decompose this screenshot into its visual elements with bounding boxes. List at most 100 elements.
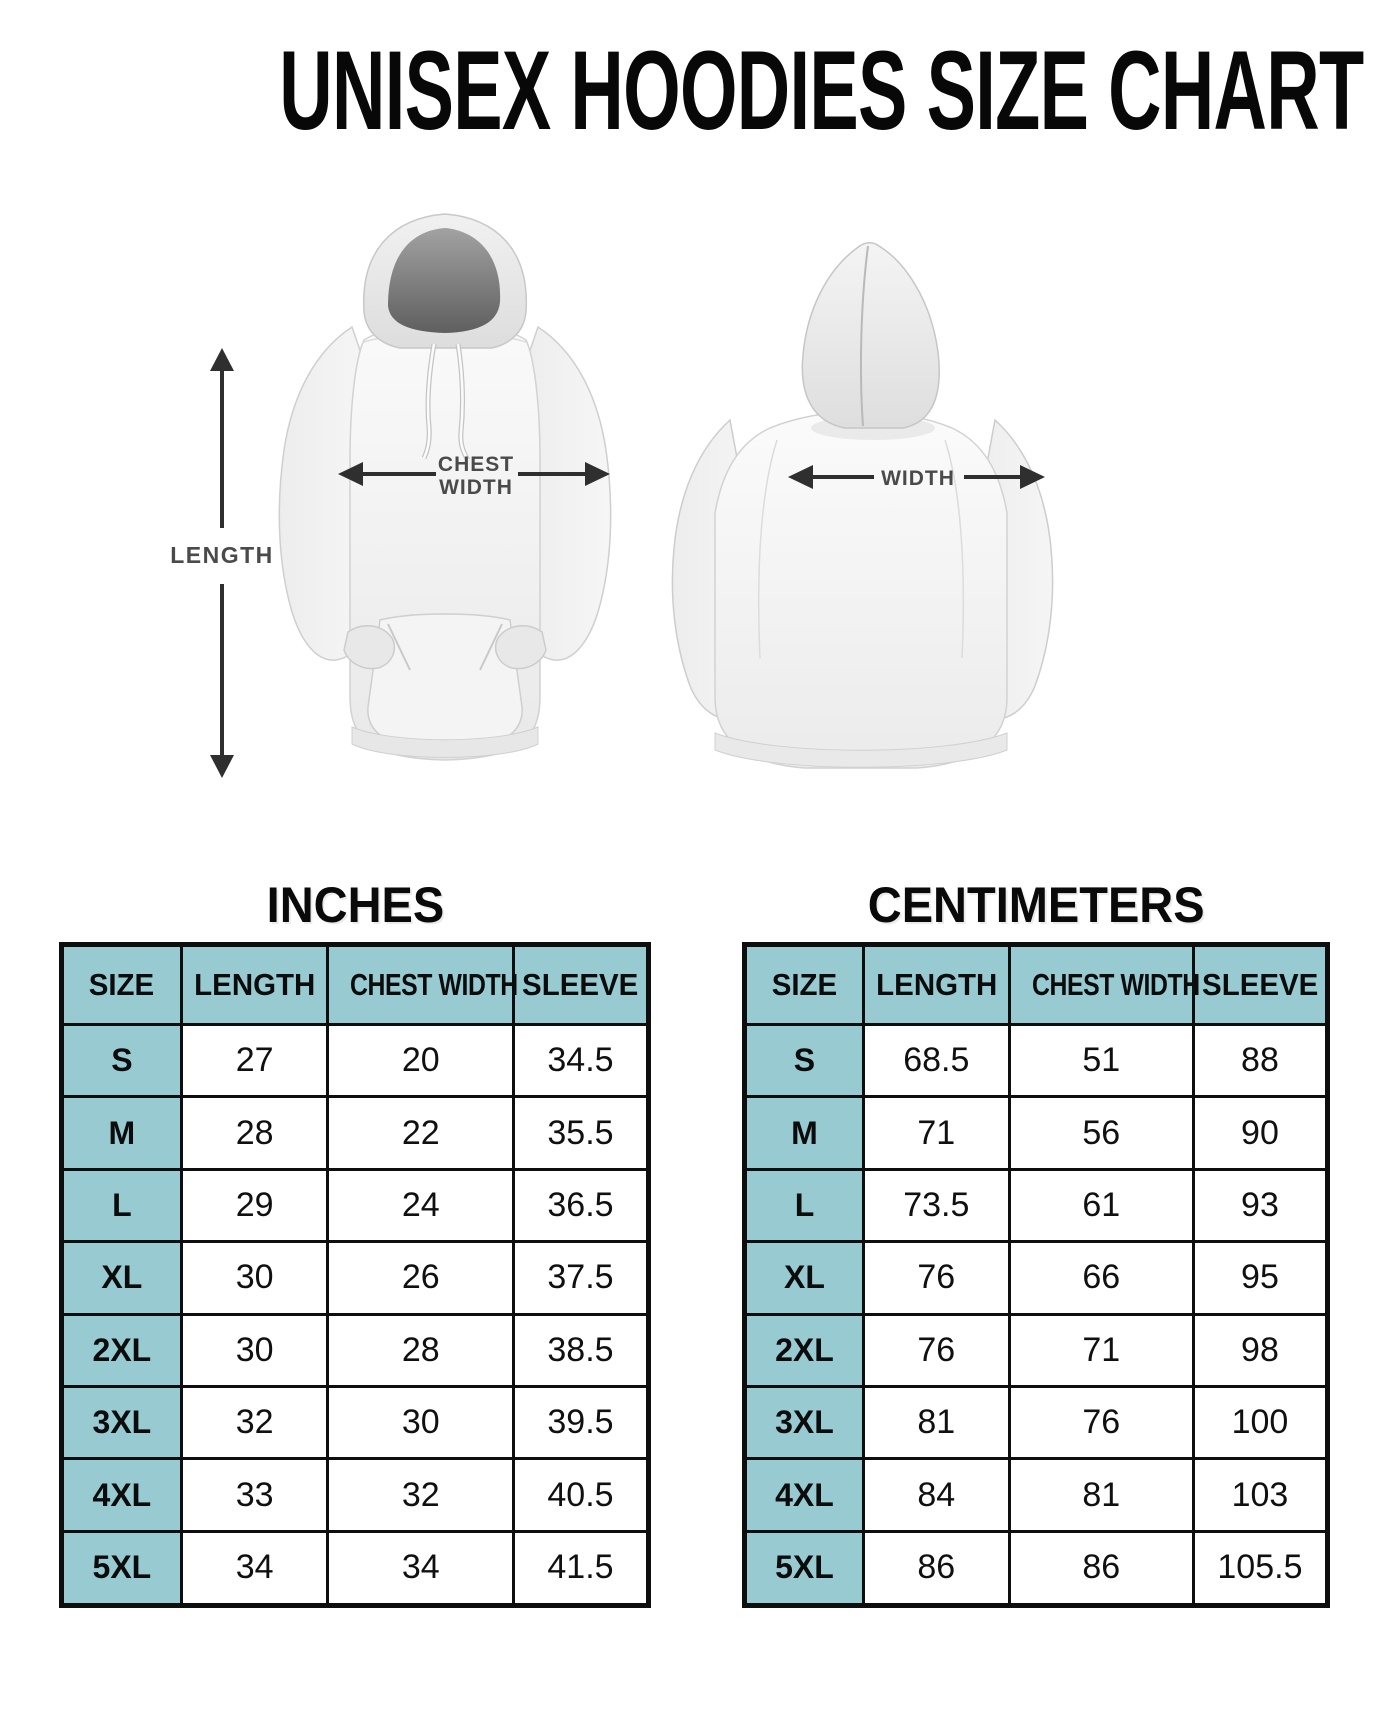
front-right-cuff — [494, 625, 547, 670]
front-hood-inner — [388, 228, 501, 333]
size-cell: M — [743, 1095, 865, 1171]
value-cell: 37.5 — [511, 1240, 651, 1316]
inches-heading: INCHES — [59, 876, 651, 934]
table-row-4xl: 4XL 84 81 103 — [743, 1457, 1330, 1533]
column-header-label: SIZE — [771, 967, 838, 1002]
value-cell: 34 — [326, 1529, 515, 1608]
column-header-label: SLEEVE — [522, 967, 639, 1002]
value-cell: 28 — [326, 1312, 515, 1389]
column-header-size: SIZE — [743, 943, 865, 1026]
table-row-4xl: 4XL 33 32 40.5 — [60, 1457, 651, 1533]
chest-width-label-line2: WIDTH — [439, 476, 513, 499]
value-cell: 40.5 — [511, 1457, 651, 1533]
column-header-label: SIZE — [89, 967, 155, 1002]
inches-heading-text: INCHES — [266, 877, 444, 933]
value-cell: 32 — [179, 1385, 330, 1461]
value-cell: 26 — [326, 1240, 515, 1316]
size-cell: 2XL — [743, 1312, 865, 1389]
size-cell: L — [60, 1167, 183, 1244]
front-pocket-slits — [387, 623, 503, 671]
column-header-label: LENGTH — [194, 967, 316, 1002]
table-row-l: L 29 24 36.5 — [60, 1167, 651, 1244]
chest-width-arrowhead-left — [338, 462, 363, 486]
value-cell: 88 — [1191, 1022, 1330, 1099]
hoodie-back-illustration — [671, 242, 1054, 769]
back-width-arrowhead-left — [788, 465, 813, 489]
value-cell: 36.5 — [511, 1167, 651, 1244]
back-hood — [801, 242, 940, 429]
value-cell: 95 — [1191, 1240, 1330, 1316]
value-cell: 81 — [861, 1385, 1011, 1461]
value-cell: 81 — [1007, 1457, 1195, 1533]
column-header-length: LENGTH — [179, 943, 330, 1026]
size-cell: XL — [60, 1240, 183, 1316]
size-cell: XL — [743, 1240, 865, 1316]
column-header-length: LENGTH — [861, 943, 1011, 1026]
value-cell: 61 — [1007, 1167, 1195, 1244]
chest-width-arrowhead-right — [585, 462, 610, 486]
value-cell: 28 — [179, 1095, 330, 1171]
page-title: UNISEX HOODIES SIZE CHART — [0, 35, 1388, 147]
table-row-xl: XL 76 66 95 — [743, 1240, 1330, 1316]
table-row-s: S 27 20 34.5 — [60, 1022, 651, 1099]
size-cell: 4XL — [60, 1457, 183, 1533]
front-drawstring-right-hl — [456, 343, 470, 461]
length-arrowhead-bottom — [210, 755, 234, 778]
value-cell: 34 — [179, 1529, 330, 1608]
table-row-m: M 28 22 35.5 — [60, 1095, 651, 1171]
value-cell: 56 — [1007, 1095, 1195, 1171]
size-cell: L — [743, 1167, 865, 1244]
table-row-l: L 73.5 61 93 — [743, 1167, 1330, 1244]
size-cell: S — [743, 1022, 865, 1099]
size-cell: 4XL — [743, 1457, 865, 1533]
measurement-arrows-overlay: LENGTH CHEST WIDTH WIDTH — [170, 348, 1045, 778]
column-header-label: SLEEVE — [1201, 967, 1319, 1002]
value-cell: 100 — [1191, 1385, 1330, 1461]
value-cell: 30 — [179, 1240, 330, 1316]
value-cell: 22 — [326, 1095, 515, 1171]
back-hood-seam — [859, 245, 869, 427]
size-cell: S — [60, 1022, 183, 1099]
value-cell: 38.5 — [511, 1312, 651, 1389]
value-cell: 76 — [1007, 1385, 1195, 1461]
chest-width-label-line1: CHEST — [438, 453, 514, 476]
table-row-3xl: 3XL 81 76 100 — [743, 1385, 1330, 1461]
column-header-sleeve: SLEEVE — [511, 943, 651, 1026]
hoodie-front-illustration — [278, 213, 612, 761]
value-cell: 33 — [179, 1457, 330, 1533]
length-arrowhead-top — [210, 348, 234, 371]
size-cell: 5XL — [60, 1529, 183, 1608]
back-width-label: WIDTH — [881, 467, 955, 490]
value-cell: 71 — [1007, 1312, 1195, 1389]
front-drawstring-left-hl — [422, 343, 436, 459]
value-cell: 84 — [861, 1457, 1011, 1533]
size-cell: 3XL — [60, 1385, 183, 1461]
column-header-chest-width: CHEST WIDTH — [1007, 943, 1200, 1026]
front-hem — [351, 726, 539, 758]
value-cell: 24 — [326, 1167, 515, 1244]
value-cell: 86 — [1007, 1529, 1195, 1608]
table-row-5xl: 5XL 34 34 41.5 — [60, 1529, 651, 1608]
size-cell: M — [60, 1095, 183, 1171]
column-header-label: CHEST WIDTH — [350, 967, 519, 1002]
column-header-size: SIZE — [60, 943, 183, 1026]
length-label: LENGTH — [170, 542, 274, 568]
table-row-2xl: 2XL 30 28 38.5 — [60, 1312, 651, 1389]
value-cell: 86 — [861, 1529, 1011, 1608]
value-cell: 90 — [1191, 1095, 1330, 1171]
value-cell: 32 — [326, 1457, 515, 1533]
value-cell: 41.5 — [511, 1529, 651, 1608]
table-row-3xl: 3XL 32 30 39.5 — [60, 1385, 651, 1461]
value-cell: 29 — [179, 1167, 330, 1244]
value-cell: 98 — [1191, 1312, 1330, 1389]
front-left-cuff — [343, 625, 396, 670]
value-cell: 51 — [1007, 1022, 1195, 1099]
size-cell: 3XL — [743, 1385, 865, 1461]
size-cell: 5XL — [743, 1529, 865, 1608]
table-row-m: M 71 56 90 — [743, 1095, 1330, 1171]
value-cell: 68.5 — [861, 1022, 1011, 1099]
value-cell: 34.5 — [511, 1022, 651, 1099]
value-cell: 39.5 — [511, 1385, 651, 1461]
centimeters-header-row: SIZE LENGTH CHEST WIDTH SLEEVE — [743, 943, 1330, 1026]
